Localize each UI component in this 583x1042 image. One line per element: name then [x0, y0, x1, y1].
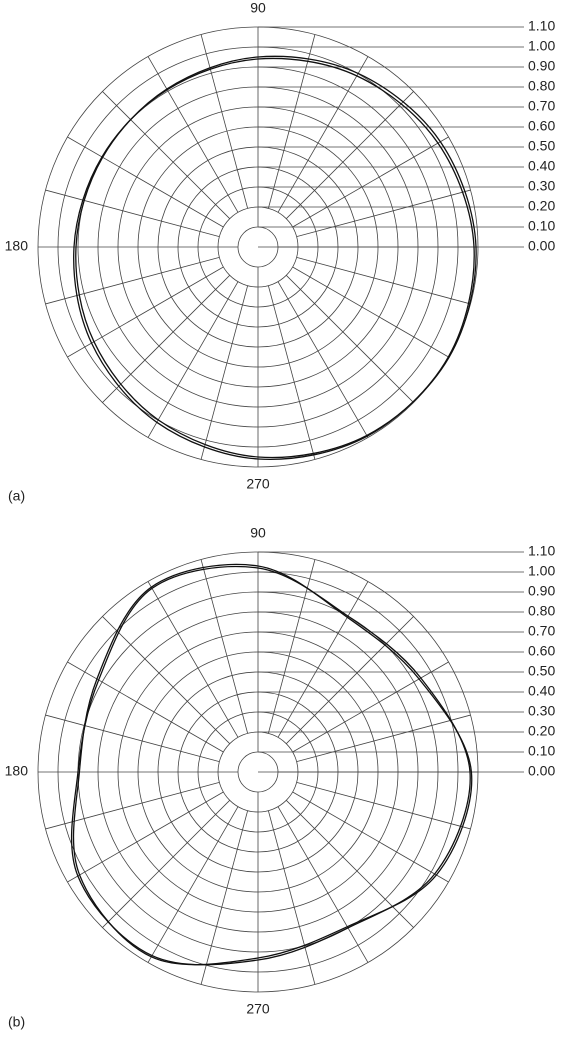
spoke — [267, 559, 316, 734]
spoke — [147, 806, 239, 963]
r-tick-label: 0.10 — [528, 743, 555, 759]
spoke — [286, 800, 414, 928]
r-tick-label: 0.40 — [528, 683, 555, 699]
spoke — [296, 714, 471, 763]
r-tick-label: 0.50 — [528, 663, 555, 679]
r-tick-label: 0.20 — [528, 198, 555, 214]
angle-label: 180 — [5, 763, 29, 779]
angle-label: 90 — [250, 525, 266, 541]
spoke — [67, 661, 224, 753]
r-tick-label: 0.40 — [528, 158, 555, 174]
spoke — [200, 810, 249, 985]
r-tick-label: 0.60 — [528, 643, 555, 659]
spoke — [200, 559, 249, 734]
spoke — [286, 275, 414, 403]
spoke — [296, 781, 471, 830]
r-tick-label: 0.10 — [528, 218, 555, 234]
r-tick-label: 0.80 — [528, 78, 555, 94]
spoke — [277, 806, 369, 963]
spoke — [286, 91, 414, 219]
spoke — [267, 34, 316, 209]
r-tick-label: 0.30 — [528, 178, 555, 194]
spoke — [45, 781, 220, 830]
r-tick-label: 1.10 — [528, 18, 555, 34]
r-tick-label: 1.00 — [528, 38, 555, 54]
spoke — [277, 581, 369, 738]
curve — [72, 563, 473, 966]
r-tick-label: 0.50 — [528, 138, 555, 154]
curve — [70, 565, 471, 966]
r-tick-label: 0.90 — [528, 58, 555, 74]
spoke — [102, 275, 230, 403]
spoke — [45, 189, 220, 238]
spoke — [147, 56, 239, 213]
r-tick-label: 0.80 — [528, 603, 555, 619]
spoke — [45, 714, 220, 763]
spoke — [200, 285, 249, 460]
spoke — [292, 791, 449, 883]
spoke — [67, 266, 224, 358]
r-tick-label: 0.90 — [528, 583, 555, 599]
spoke — [292, 136, 449, 228]
panel-label: (a) — [8, 488, 25, 504]
r-tick-label: 0.00 — [528, 238, 555, 254]
panel-label: (b) — [8, 1014, 25, 1030]
spoke — [45, 256, 220, 305]
spoke — [102, 91, 230, 219]
spoke — [147, 281, 239, 438]
spoke — [200, 34, 249, 209]
spoke — [277, 281, 369, 438]
angle-label: 270 — [246, 476, 270, 492]
curve — [73, 57, 475, 461]
r-tick-label: 0.20 — [528, 723, 555, 739]
spoke — [267, 810, 316, 985]
r-tick-label: 0.70 — [528, 623, 555, 639]
spoke — [277, 56, 369, 213]
spoke — [67, 136, 224, 228]
spoke — [292, 266, 449, 358]
spoke — [267, 285, 316, 460]
r-tick-label: 1.10 — [528, 543, 555, 559]
spoke — [102, 800, 230, 928]
curve — [75, 55, 477, 459]
spoke — [296, 256, 471, 305]
spoke — [67, 791, 224, 883]
spoke — [296, 189, 471, 238]
r-tick-label: 0.30 — [528, 703, 555, 719]
spoke — [286, 616, 414, 744]
angle-label: 90 — [250, 0, 266, 16]
spoke — [147, 581, 239, 738]
spoke — [102, 616, 230, 744]
r-tick-label: 0.60 — [528, 118, 555, 134]
r-tick-label: 1.00 — [528, 563, 555, 579]
r-tick-label: 0.00 — [528, 763, 555, 779]
angle-label: 180 — [5, 238, 29, 254]
angle-label: 270 — [246, 1001, 270, 1017]
r-tick-label: 0.70 — [528, 98, 555, 114]
spoke — [292, 661, 449, 753]
